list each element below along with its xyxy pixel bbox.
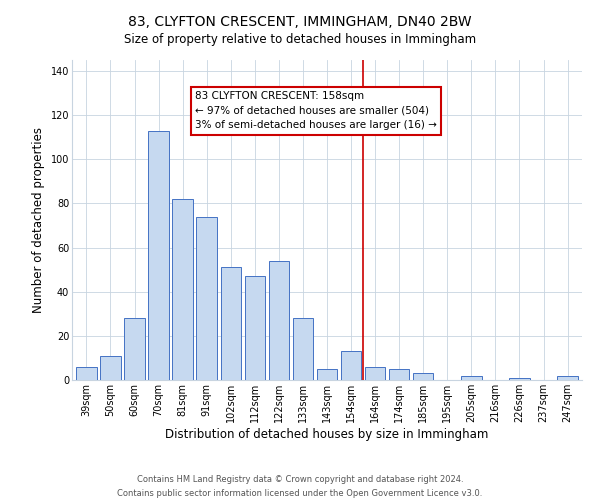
Bar — [461, 376, 482, 380]
Bar — [172, 199, 193, 380]
Bar — [389, 369, 409, 380]
Bar — [293, 318, 313, 380]
Bar — [341, 352, 361, 380]
Text: 83, CLYFTON CRESCENT, IMMINGHAM, DN40 2BW: 83, CLYFTON CRESCENT, IMMINGHAM, DN40 2B… — [128, 15, 472, 29]
Bar — [365, 367, 385, 380]
Text: 83 CLYFTON CRESCENT: 158sqm
← 97% of detached houses are smaller (504)
3% of sem: 83 CLYFTON CRESCENT: 158sqm ← 97% of det… — [194, 91, 437, 130]
Bar — [148, 130, 169, 380]
Bar — [196, 216, 217, 380]
Bar — [245, 276, 265, 380]
Bar — [557, 376, 578, 380]
Bar — [124, 318, 145, 380]
Bar — [76, 367, 97, 380]
Bar — [100, 356, 121, 380]
X-axis label: Distribution of detached houses by size in Immingham: Distribution of detached houses by size … — [166, 428, 488, 440]
Bar — [269, 261, 289, 380]
Y-axis label: Number of detached properties: Number of detached properties — [32, 127, 45, 313]
Bar — [221, 268, 241, 380]
Text: Contains HM Land Registry data © Crown copyright and database right 2024.
Contai: Contains HM Land Registry data © Crown c… — [118, 476, 482, 498]
Bar — [317, 369, 337, 380]
Bar — [413, 374, 433, 380]
Text: Size of property relative to detached houses in Immingham: Size of property relative to detached ho… — [124, 32, 476, 46]
Bar — [509, 378, 530, 380]
